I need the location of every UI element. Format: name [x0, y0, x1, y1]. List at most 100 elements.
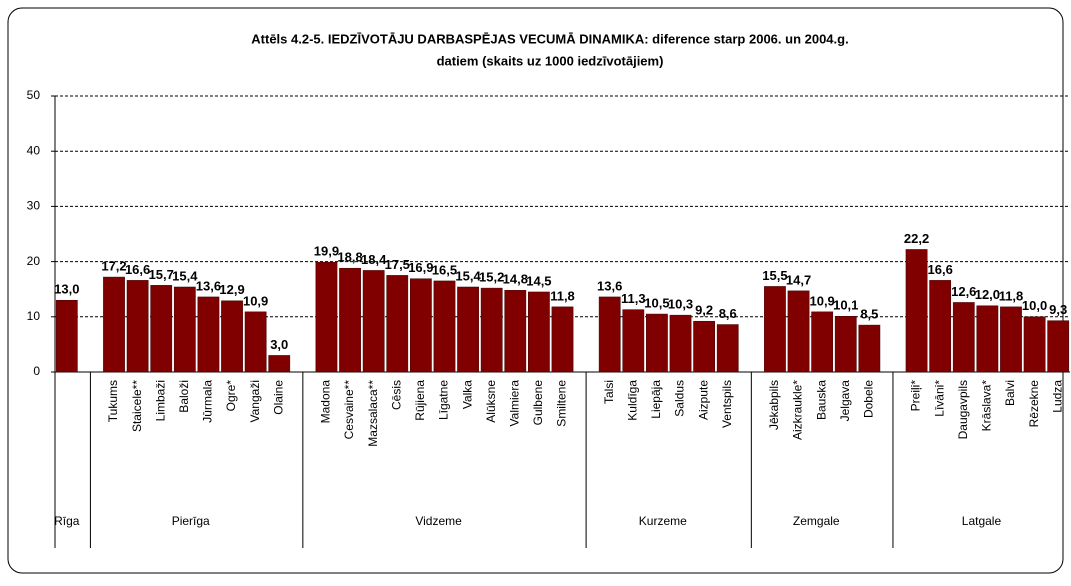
x-tick-label: Tukums [106, 380, 120, 422]
x-tick-label: Valka [460, 380, 474, 409]
value-label: 9,3 [1049, 302, 1067, 317]
value-label: 16,6 [928, 262, 953, 277]
bar [716, 324, 739, 373]
bar [1047, 320, 1070, 373]
value-label: 14,7 [786, 272, 811, 287]
x-tick-label: Jelgava [838, 380, 852, 422]
value-label: 11,8 [550, 288, 575, 303]
bar [244, 311, 267, 373]
value-label: 16,6 [125, 262, 150, 277]
value-label: 13,0 [54, 282, 79, 297]
x-tick-label: Limbaži [153, 380, 167, 421]
value-label: 15,2 [479, 270, 504, 285]
value-label: 14,5 [526, 273, 551, 288]
bar [504, 290, 527, 373]
value-label: 18,4 [361, 252, 387, 267]
group-label: Kurzeme [639, 514, 687, 528]
bar [976, 305, 999, 373]
x-tick-label: Aizkraukle* [791, 380, 805, 440]
y-tick-label: 50 [27, 88, 41, 102]
value-label: 15,4 [172, 268, 198, 283]
bar [551, 306, 574, 373]
y-tick-label: 40 [27, 143, 41, 157]
x-tick-label: Valmiera [507, 380, 521, 427]
x-tick-label: Preiļi* [909, 380, 923, 412]
x-tick-label: Krāslava* [980, 380, 994, 432]
value-label: 12,9 [219, 282, 244, 297]
value-label: 3,0 [270, 337, 288, 352]
x-tick-label: Saldus [673, 380, 687, 417]
bar [386, 275, 409, 373]
value-label: 19,9 [314, 244, 339, 259]
x-tick-label: Jūrmala [201, 380, 215, 423]
x-tick-label: Ventspils [720, 380, 734, 428]
value-label: 17,5 [385, 257, 410, 272]
x-tick-label: Gulbene [531, 380, 545, 426]
x-tick-label: Dobele [862, 380, 876, 418]
bar [410, 278, 432, 373]
bar [905, 249, 928, 373]
chart-frame [7, 7, 1064, 574]
bar [929, 280, 952, 373]
x-tick-label: Līgatne [437, 380, 451, 420]
bar [834, 315, 857, 373]
bar [315, 261, 338, 373]
bar [764, 286, 786, 373]
bar [787, 290, 810, 373]
value-label: 11,8 [999, 288, 1024, 303]
x-tick-label: Smiltene [555, 380, 569, 427]
x-tick-label: Ludza [1050, 380, 1064, 413]
value-label: 18,8 [337, 250, 362, 265]
value-label: 10,9 [243, 293, 268, 308]
bar [646, 313, 668, 373]
bar [103, 276, 125, 373]
x-tick-label: Liepāja [649, 380, 663, 419]
group-label: Pierīga [172, 514, 210, 528]
y-tick-label: 20 [27, 254, 41, 268]
bar [173, 286, 196, 373]
bar [150, 285, 173, 373]
value-label: 8,5 [860, 307, 878, 322]
x-tick-label: Aizpute [696, 380, 710, 420]
bar [480, 287, 503, 373]
x-tick-label: Olaine [271, 380, 285, 415]
bar [1023, 316, 1046, 373]
bar [528, 291, 550, 373]
x-tick-label: Baloži [177, 380, 191, 413]
value-label: 13,6 [597, 278, 622, 293]
bar [362, 270, 385, 373]
x-tick-label: Jēkabpils [767, 380, 781, 430]
value-label: 15,4 [455, 268, 481, 283]
x-tick-label: Bauska [814, 380, 828, 420]
x-tick-label: Cēsis [389, 380, 403, 410]
value-label: 13,6 [196, 278, 221, 293]
group-label: Rīga [54, 514, 80, 528]
value-label: 14,8 [503, 272, 528, 287]
x-tick-label: Talsi [602, 380, 616, 404]
bar [55, 299, 78, 373]
x-tick-label: Cesvaine** [342, 380, 356, 440]
x-tick-label: Madona [319, 380, 333, 424]
value-label: 10,1 [833, 298, 858, 313]
chart-title: Attēls 4.2-5. IEDZĪVOTĀJU DARBASPĒJAS VE… [251, 31, 848, 46]
value-label: 10,3 [668, 297, 693, 312]
bar [598, 296, 621, 373]
value-label: 22,2 [904, 231, 929, 246]
y-tick-label: 10 [27, 309, 41, 323]
bar [197, 296, 220, 373]
bar [811, 311, 834, 373]
chart-title: datiem (skaits uz 1000 iedzīvotājiem) [437, 53, 664, 68]
group-label: Zemgale [793, 514, 840, 528]
x-tick-label: Ogre* [224, 380, 238, 412]
x-tick-label: Rēzekne [1027, 380, 1041, 428]
value-label: 10,9 [809, 293, 834, 308]
bar [221, 300, 243, 373]
value-label: 10,0 [1022, 298, 1047, 313]
value-label: 17,2 [101, 258, 126, 273]
x-tick-label: Staicele** [130, 380, 144, 432]
bar [339, 267, 361, 373]
value-label: 15,5 [762, 268, 787, 283]
value-label: 16,9 [408, 260, 433, 275]
bar [952, 302, 975, 373]
